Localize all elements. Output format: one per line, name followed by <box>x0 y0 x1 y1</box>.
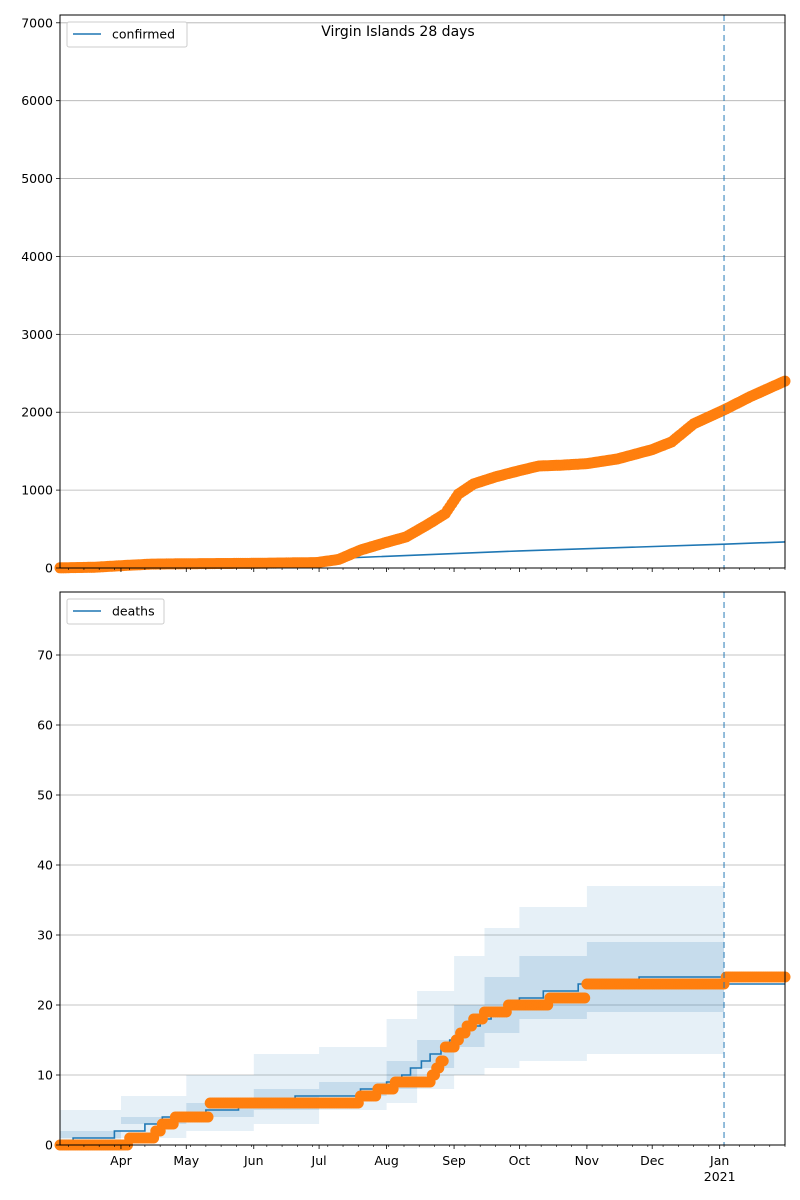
x-tick-label: Jan <box>709 1153 729 1168</box>
legend-box <box>66 21 188 48</box>
confirmed-panel: 0 1000 2000 3000 4000 5000 6000 7000 confirmed <box>21 14 791 576</box>
x-tick-label: Jun <box>243 1153 264 1168</box>
x-tick-label: Apr <box>110 1153 132 1168</box>
y-tick-label: 1000 <box>21 483 53 498</box>
deaths-gridlines <box>60 654 785 1076</box>
y-tick-label: 4000 <box>21 249 53 264</box>
y-tick-label: 70 <box>37 648 53 663</box>
y-tick-label: 5000 <box>21 171 53 186</box>
y-tick-label: 2000 <box>21 405 53 420</box>
confirmed-x-ticks <box>68 568 786 572</box>
y-tick-label: 6000 <box>21 93 53 108</box>
y-tick-label: 20 <box>37 998 53 1013</box>
deaths-observed-points <box>54 971 791 1151</box>
y-tick-label: 3000 <box>21 327 53 342</box>
y-tick-label: 0 <box>45 1138 53 1153</box>
legend-box <box>66 598 165 625</box>
legend-label-confirmed: confirmed <box>112 27 175 42</box>
y-tick-label: 50 <box>37 788 53 803</box>
x-tick-label: Dec <box>640 1153 664 1168</box>
deaths-axes-frame <box>59 591 786 1146</box>
observed-point <box>437 1055 449 1067</box>
x-year-label: 2021 <box>704 1169 736 1184</box>
figure-title: Virgin Islands 28 days <box>321 24 474 40</box>
y-tick-label: 30 <box>37 928 53 943</box>
confirmed-axes-frame <box>59 14 786 569</box>
deaths-panel: 0 10 20 30 40 50 60 70 deaths Apr May Jun Jul Aug Se… <box>37 591 791 1184</box>
observed-point <box>202 1111 214 1123</box>
y-tick-label: 60 <box>37 718 53 733</box>
deaths-x-ticks <box>68 1145 786 1149</box>
x-tick-label: May <box>173 1153 199 1168</box>
legend-label-deaths: deaths <box>112 604 155 619</box>
y-tick-label: 40 <box>37 858 53 873</box>
observed-point <box>579 992 591 1004</box>
x-tick-label: Sep <box>442 1153 466 1168</box>
y-tick-label: 10 <box>37 1068 53 1083</box>
x-tick-label: Jul <box>311 1153 327 1168</box>
x-tick-label: Nov <box>575 1153 600 1168</box>
x-tick-label: Aug <box>374 1153 398 1168</box>
x-tick-label: Oct <box>509 1153 531 1168</box>
y-tick-label: 0 <box>45 561 53 576</box>
deaths-y-axis: 0 10 20 30 40 50 60 70 <box>37 648 60 1153</box>
deaths-legend: deaths <box>66 598 165 625</box>
confirmed-y-axis: 0 1000 2000 3000 4000 5000 6000 7000 <box>21 15 60 576</box>
confirmed-gridlines <box>60 22 785 491</box>
outer-interval-band <box>60 886 724 1145</box>
y-tick-label: 7000 <box>21 15 53 30</box>
confirmed-legend: confirmed <box>66 21 188 48</box>
